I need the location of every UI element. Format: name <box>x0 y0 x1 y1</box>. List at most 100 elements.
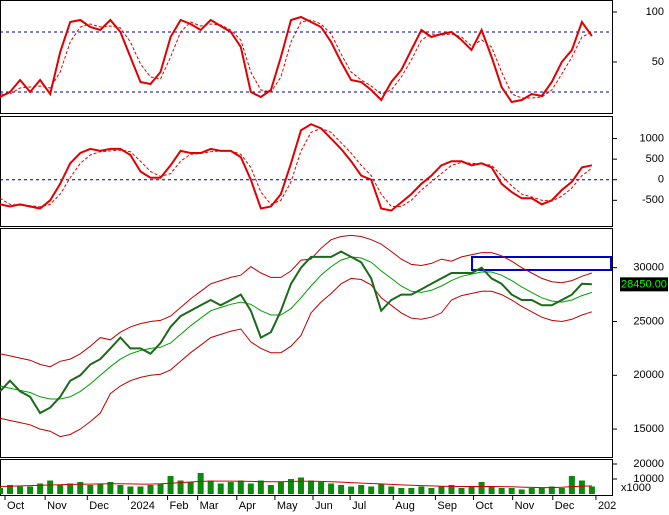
volume-bar <box>87 485 94 494</box>
volume-bar <box>257 480 264 494</box>
y-tick-label: 20000 <box>633 458 664 470</box>
volume-bar <box>328 483 335 494</box>
y-tick-label: 0 <box>658 174 664 186</box>
unit-label: x1000 <box>621 482 651 494</box>
volume-bar <box>157 483 164 494</box>
y-tick-label: 25000 <box>633 315 664 327</box>
volume-bar <box>448 485 455 494</box>
volume-bar <box>97 483 104 494</box>
volume-bar <box>197 473 204 494</box>
x-tick-label: Jul <box>352 500 366 512</box>
volume-bar <box>287 479 294 494</box>
series-line <box>0 480 592 489</box>
volume-bar <box>358 485 365 494</box>
series-line <box>0 123 593 212</box>
volume-bar <box>47 480 54 494</box>
x-tick-label: Oct <box>7 500 24 512</box>
volume-bar <box>468 486 475 494</box>
volume-bar <box>237 480 244 494</box>
volume-bar <box>568 476 575 494</box>
volume-bar <box>378 483 385 494</box>
volume-bar <box>37 483 44 494</box>
volume-bar <box>57 485 64 494</box>
volume-bar <box>398 488 405 494</box>
volume-bar <box>558 488 565 494</box>
volume-bar <box>418 486 425 494</box>
x-tick-label: Nov <box>515 500 535 512</box>
series-line <box>0 19 593 99</box>
volume-bar <box>578 480 585 494</box>
series-line <box>0 277 593 438</box>
x-tick-label: Aug <box>395 500 415 512</box>
volume-bar <box>107 482 114 494</box>
volume-bar <box>498 488 505 494</box>
volume-bar <box>548 486 555 494</box>
y-tick-label: -500 <box>642 194 664 206</box>
x-tick-label: Feb <box>170 500 189 512</box>
x-tick-label: May <box>277 500 298 512</box>
x-tick-label: 202 <box>598 500 616 512</box>
y-tick-label: 1000 <box>640 132 664 144</box>
volume-bar <box>187 482 194 494</box>
volume-bar <box>117 485 124 494</box>
y-tick-label: 100 <box>646 6 664 18</box>
volume-bar <box>368 486 375 494</box>
y-tick-label: 50 <box>652 56 664 68</box>
volume-bar <box>348 486 355 494</box>
volume-bar <box>538 488 545 494</box>
volume-bar <box>478 482 485 494</box>
x-tick-label: Oct <box>476 500 493 512</box>
volume-bar <box>308 480 315 494</box>
x-tick-label: Mar <box>200 500 219 512</box>
series-line <box>0 127 593 208</box>
x-tick-label: Jun <box>315 500 333 512</box>
volume-bar <box>67 483 74 494</box>
volume-bar <box>7 485 14 494</box>
volume-bar <box>518 489 525 494</box>
volume-bar <box>408 488 415 494</box>
volume-bar <box>438 486 445 494</box>
last-price-label: 28450.00 <box>621 278 667 290</box>
panel-frame <box>0 459 613 496</box>
volume-bar <box>338 485 345 494</box>
volume-bar <box>508 488 515 494</box>
x-tick-label: Dec <box>89 500 109 512</box>
volume-bar <box>27 486 34 494</box>
volume-bar <box>247 483 254 494</box>
y-tick-label: 10000 <box>633 473 664 485</box>
volume-bar <box>0 488 3 494</box>
panel-frame <box>0 0 613 114</box>
x-tick-label: Nov <box>47 500 67 512</box>
volume-bar <box>227 482 234 494</box>
volume-bar <box>458 488 465 494</box>
volume-bar <box>267 485 274 494</box>
volume-bar <box>137 486 144 494</box>
panel-frame <box>0 116 613 227</box>
volume-bar <box>147 485 154 494</box>
y-tick-label: 30000 <box>633 262 664 274</box>
series-line <box>0 15 593 104</box>
y-tick-label: 15000 <box>633 423 664 435</box>
volume-bar <box>488 486 495 494</box>
volume-bar <box>318 482 325 494</box>
x-tick-label: 2024 <box>130 500 154 512</box>
panel-frame <box>0 228 613 458</box>
x-tick-label: Dec <box>555 500 575 512</box>
series-line <box>0 256 593 400</box>
volume-bar <box>167 476 174 494</box>
y-tick-label: 20000 <box>633 369 664 381</box>
volume-bar <box>217 483 224 494</box>
volume-bar <box>428 488 435 494</box>
x-tick-label: Sep <box>437 500 457 512</box>
volume-bar <box>588 486 595 494</box>
highlight-box <box>471 256 612 271</box>
volume-bar <box>77 482 84 494</box>
volume-bar <box>528 488 535 494</box>
y-tick-label: 500 <box>646 153 664 165</box>
last-price-box <box>620 277 668 292</box>
volume-bar <box>177 480 184 494</box>
x-tick-label: Apr <box>239 500 256 512</box>
volume-bar <box>297 477 304 494</box>
